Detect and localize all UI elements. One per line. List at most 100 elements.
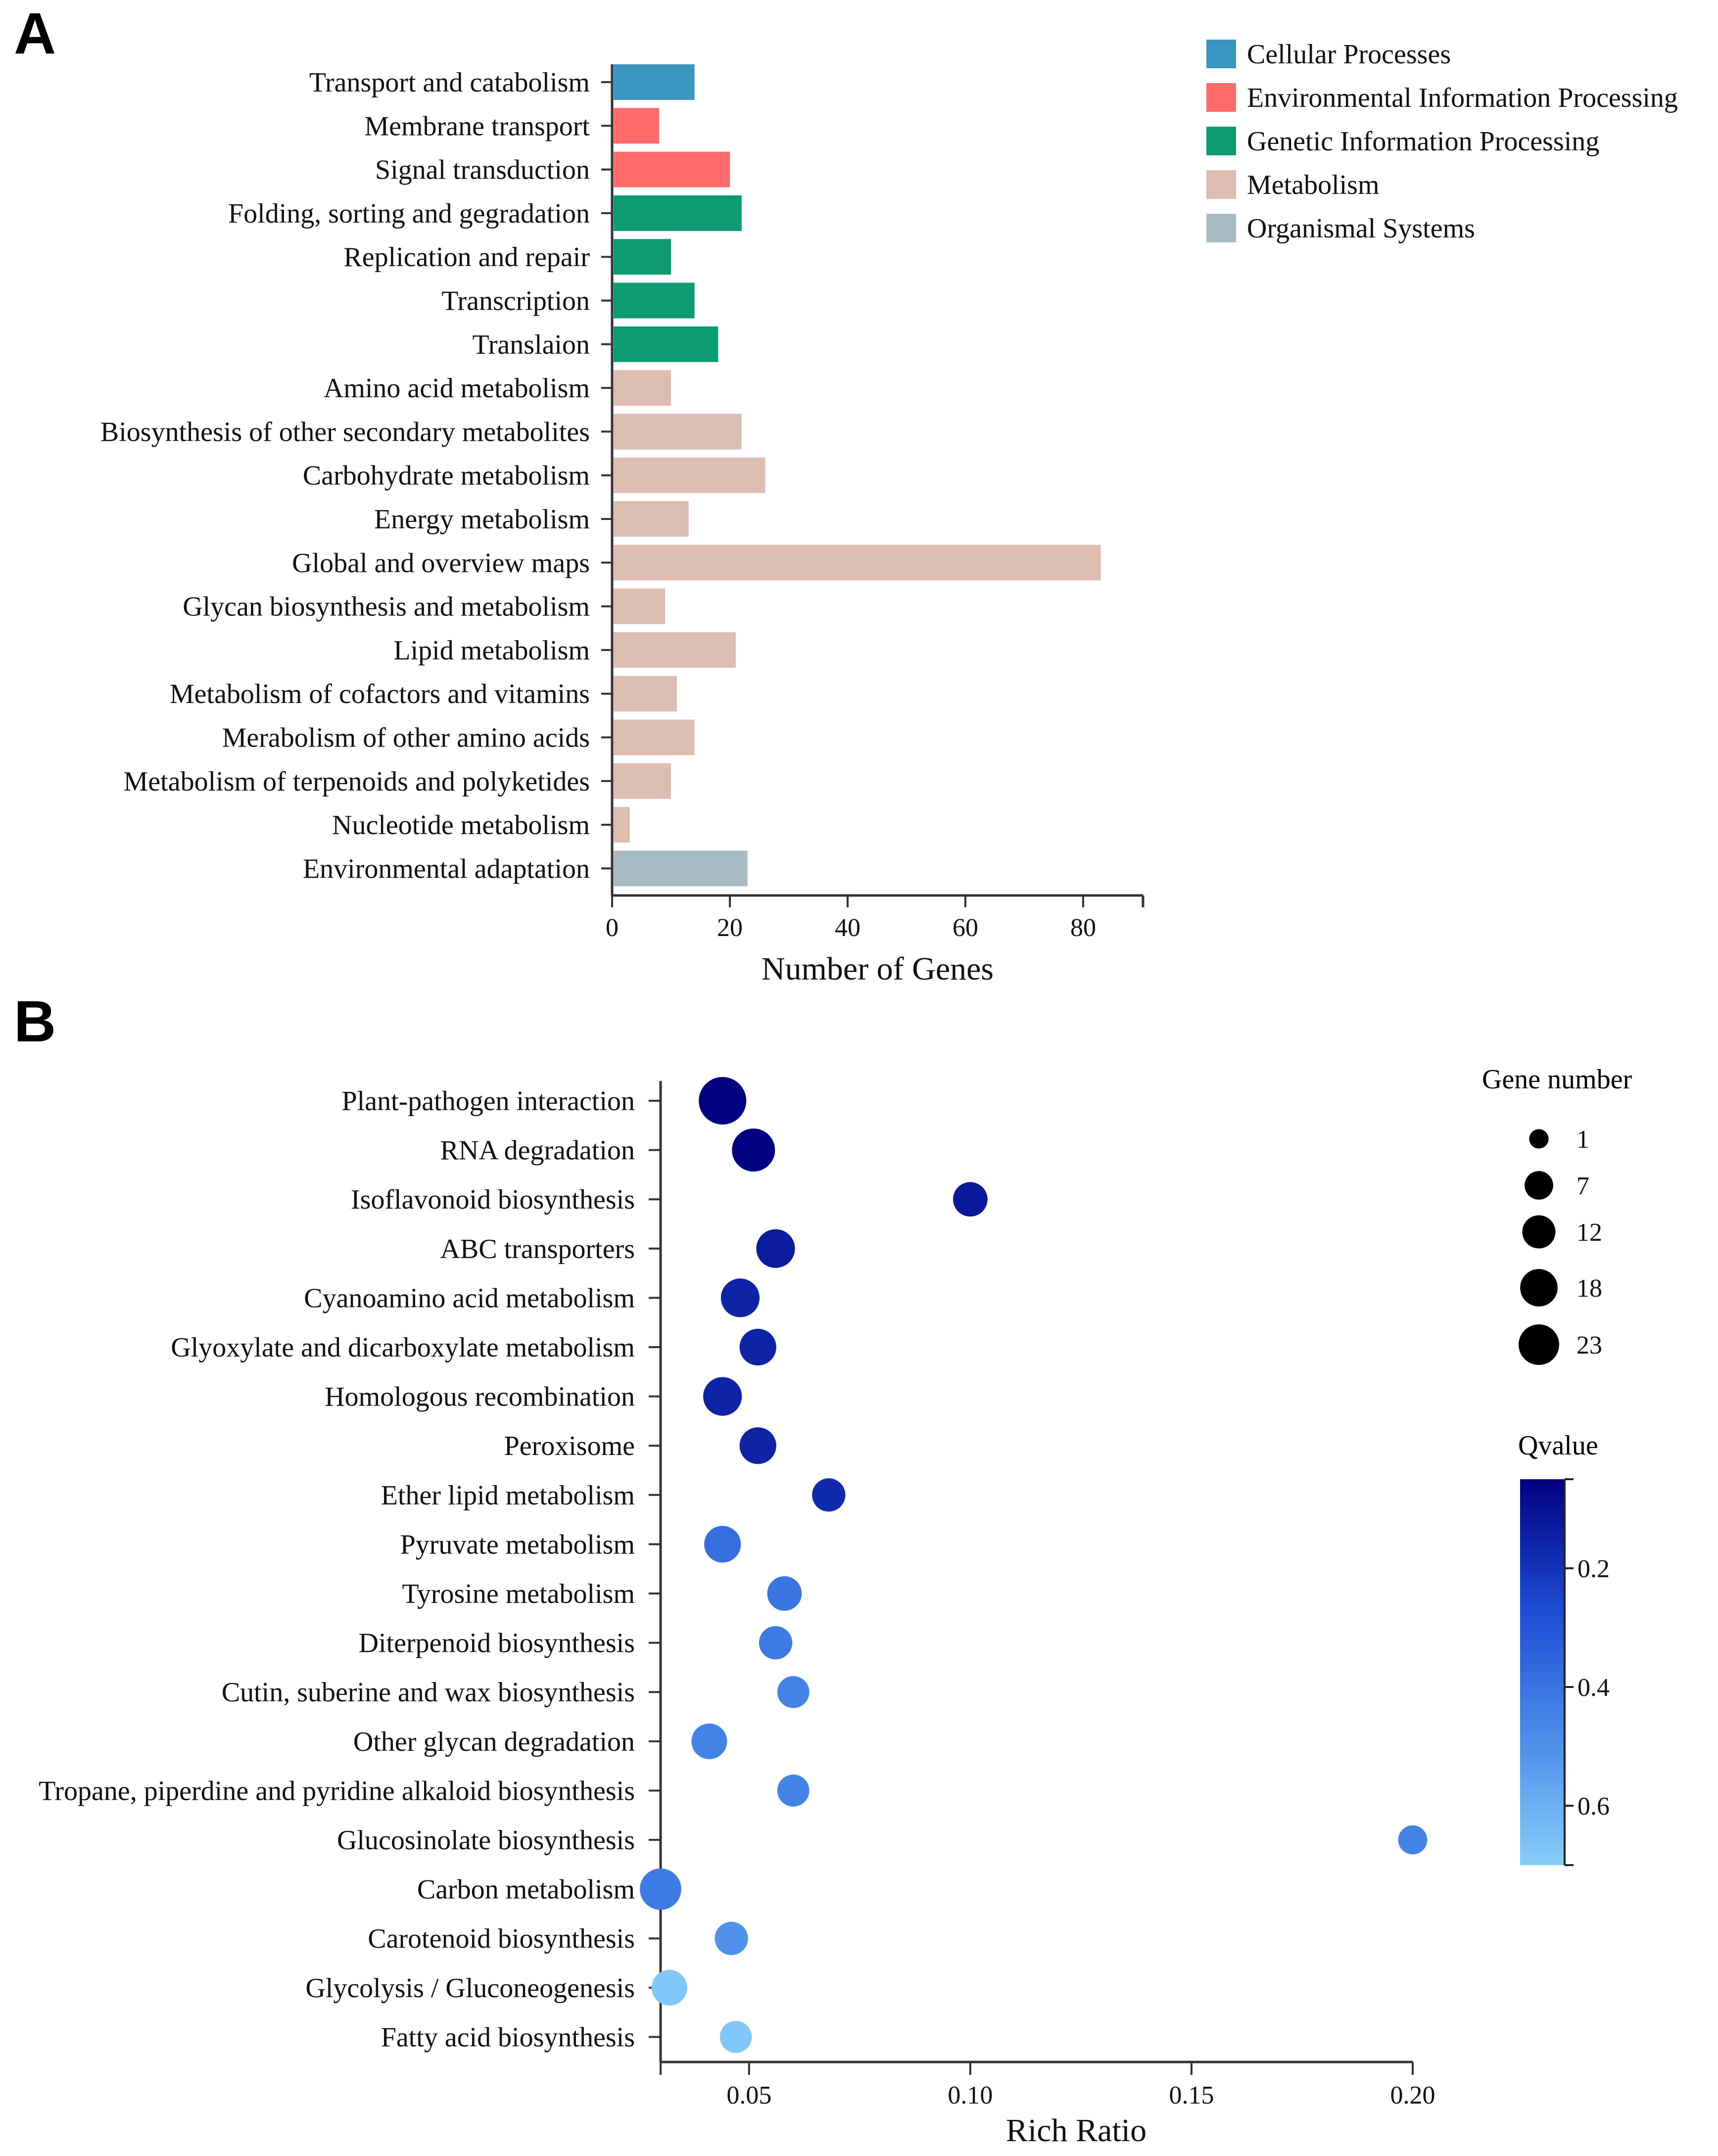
dot-chart-x-tick-label: 0.20: [1390, 2081, 1435, 2109]
legend-swatch: [1206, 214, 1236, 242]
enrichment-dot: [1398, 1825, 1428, 1855]
enrichment-dot: [953, 1182, 988, 1217]
dot-chart-x-tick-label: 0.15: [1169, 2081, 1214, 2109]
dot-category-label: ABC transporters: [440, 1234, 635, 1265]
bar-category-label: Membrane transport: [364, 111, 590, 141]
bar-category-label: Folding, sorting and gegradation: [228, 198, 590, 229]
qvalue-legend-title: Qvalue: [1518, 1430, 1598, 1461]
dot-category-label: Cyanoamino acid metabolism: [304, 1283, 635, 1313]
bar-chart-x-axis-title: Number of Genes: [762, 951, 994, 987]
bar-category-label: Carbohydrate metabolism: [303, 461, 590, 491]
bar: [614, 719, 695, 755]
legend-swatch: [1206, 40, 1236, 68]
dot-category-label: Plant-pathogen interaction: [342, 1086, 635, 1117]
qvalue-colorbar-tick-label: 0.6: [1577, 1792, 1610, 1821]
gene-number-legend-dot: [1529, 1129, 1549, 1149]
gene-number-legend-dot: [1519, 1324, 1559, 1365]
enrichment-dot: [777, 1676, 810, 1708]
enrichment-dot: [651, 1969, 687, 2006]
dot-category-label: Glucosinolate biosynthesis: [337, 1825, 635, 1856]
dot-category-label: Glycolysis / Gluconeogenesis: [305, 1973, 635, 2004]
dot-category-label: Tyrosine metabolism: [402, 1579, 635, 1609]
gene-number-legend-label: 12: [1576, 1219, 1602, 1247]
gene-number-legend-label: 18: [1576, 1274, 1602, 1303]
bar-chart-x-tick-label: 20: [717, 914, 743, 942]
bar-category-label: Replication and repair: [343, 242, 590, 273]
bar: [614, 239, 671, 275]
dot-category-label: Homologous recombination: [325, 1382, 635, 1412]
gene-number-legend-label: 7: [1576, 1172, 1589, 1200]
bar: [614, 588, 666, 624]
dot-category-label: Cutin, suberine and wax biosynthesis: [222, 1677, 635, 1708]
legend-label: Metabolism: [1247, 170, 1380, 200]
bar-category-label: Transcription: [441, 286, 590, 317]
qvalue-colorbar: [1520, 1479, 1565, 1865]
enrichment-dot: [704, 1526, 741, 1563]
bar-category-label: Transport and catabolism: [309, 67, 590, 98]
legend-swatch: [1206, 170, 1236, 199]
bar: [614, 195, 742, 231]
legend-label: Cellular Processes: [1247, 39, 1451, 70]
chart-a-gene-counts: Transport and catabolism Membrane transpo…: [100, 64, 1145, 987]
dot-category-label: Carotenoid biosynthesis: [368, 1923, 635, 1954]
gene-number-legend-title: Gene number: [1482, 1064, 1632, 1095]
enrichment-dot: [699, 1077, 747, 1125]
enrichment-dot: [759, 1626, 793, 1660]
bar-category-label: Signal transduction: [375, 155, 590, 186]
enrichment-dot: [703, 1377, 742, 1416]
bar: [614, 108, 660, 144]
enrichment-dot: [777, 1775, 810, 1807]
bar-category-label: Translaion: [472, 329, 590, 360]
dot-chart-x-tick-label: 0.10: [948, 2081, 993, 2109]
enrichment-dot: [767, 1576, 802, 1611]
legend-label: Organismal Systems: [1247, 213, 1475, 244]
bar-category-label: Metabolism of terpenoids and polyketides: [124, 766, 590, 797]
bar-category-label: Amino acid metabolism: [324, 373, 590, 404]
bar: [614, 64, 695, 100]
bar-chart-x-tick-label: 80: [1070, 914, 1096, 942]
bar-category-label: Biosynthesis of other secondary metaboli…: [100, 417, 590, 447]
gene-number-legend-dot: [1525, 1171, 1553, 1200]
bar: [614, 807, 630, 843]
gene-number-legend-label: 1: [1576, 1125, 1589, 1154]
dot-category-label: Carbon metabolism: [417, 1875, 635, 1905]
legend-label: Genetic Information Processing: [1247, 126, 1599, 157]
enrichment-dot: [739, 1427, 776, 1464]
dot-chart-x-axis-title: Rich Ratio: [1006, 2112, 1146, 2149]
bar: [614, 850, 748, 887]
bar: [614, 676, 677, 712]
bar-chart-x-tick-label: 0: [606, 914, 619, 942]
gene-number-legend-dot: [1522, 1215, 1556, 1249]
dot-category-label: Ether lipid metabolism: [381, 1480, 635, 1511]
dot-category-label: Isoflavonoid biosynthesis: [351, 1184, 635, 1215]
enrichment-dot: [812, 1478, 846, 1512]
enrichment-dot: [739, 1328, 776, 1366]
qvalue-colorbar-tick-label: 0.4: [1577, 1674, 1610, 1702]
panel-label-a: A: [14, 1, 56, 66]
chart-b-enrichment: Plant-pathogen interaction RNA degradatio…: [39, 1077, 1435, 2149]
bar-category-label: Lipid metabolism: [393, 635, 590, 666]
bar: [614, 326, 718, 362]
legend-label: Environmental Information Processing: [1247, 83, 1678, 113]
dot-category-label: Glyoxylate and dicarboxylate metabolism: [171, 1332, 635, 1363]
dot-category-label: RNA degradation: [440, 1135, 635, 1166]
dot-category-label: Other glycan degradation: [353, 1727, 635, 1757]
enrichment-dot: [719, 2021, 752, 2053]
dot-chart-x-tick-label: 0.05: [726, 2081, 771, 2109]
gene-number-legend-label: 23: [1576, 1331, 1602, 1359]
legend-swatch: [1206, 127, 1236, 155]
bar: [614, 632, 736, 668]
dot-category-label: Peroxisome: [504, 1431, 635, 1461]
qvalue-colorbar-tick-label: 0.2: [1577, 1555, 1610, 1583]
bar: [614, 414, 742, 450]
chart-b-legends: Gene number Qvalue 1 7 12 18 23 0.2 0.4 0.6: [1482, 1064, 1632, 1866]
bar: [614, 501, 689, 537]
bar-chart-x-tick-label: 60: [953, 914, 978, 942]
bar-category-label: Metabolism of cofactors and vitamins: [170, 679, 590, 709]
bar-category-label: Nucleotide metabolism: [332, 810, 590, 841]
dot-category-label: Tropane, piperdine and pyridine alkaloid…: [39, 1776, 635, 1806]
bar: [614, 763, 671, 799]
gene-number-legend-dot: [1520, 1269, 1558, 1307]
bar: [614, 370, 671, 406]
